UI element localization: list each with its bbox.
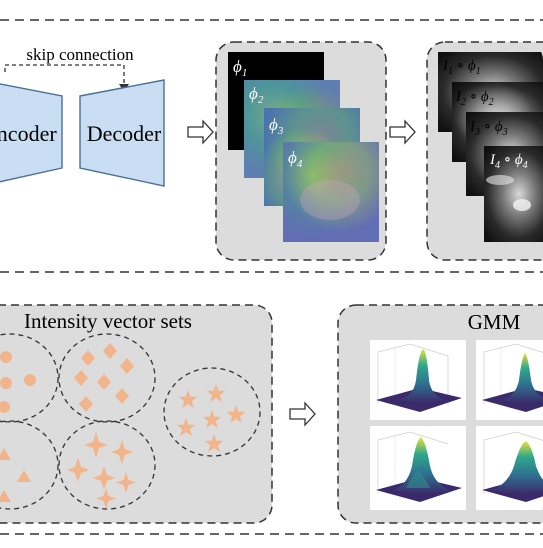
warp-label-1: I1 ∘ ϕ1 — [442, 58, 481, 77]
deformation-field-stack — [228, 52, 379, 242]
arrow-right-icon — [187, 119, 214, 145]
phi-3-label: ϕ3 — [269, 115, 284, 137]
intensity-vector-sets-title: Intensity vector sets — [24, 309, 192, 333]
encoder-block — [0, 83, 63, 183]
gmm-title: GMM — [468, 310, 521, 334]
gmm-plot-2 — [476, 340, 543, 420]
cluster-stars — [163, 367, 261, 457]
decoder-label: Decoder — [87, 121, 162, 146]
warp-label-2: I2 ∘ ϕ2 — [455, 89, 494, 108]
encoder-label: Encoder — [0, 121, 57, 146]
intensity-vector-sets-panel — [0, 304, 273, 524]
gmm-surface-plots — [370, 340, 543, 510]
cluster-diamonds — [58, 333, 156, 423]
cluster-circles — [0, 333, 59, 423]
arrow-right-icon — [389, 119, 416, 145]
skip-connection-label: skip connection — [26, 45, 134, 64]
decoder-block — [79, 79, 165, 187]
warp-label-3: I3 ∘ ϕ3 — [469, 119, 508, 138]
top-section-frame — [0, 19, 543, 273]
gmm-plot-3 — [370, 426, 466, 510]
cluster-shapes — [0, 343, 246, 509]
gmm-plot-4 — [476, 426, 543, 510]
cluster-outlines — [0, 333, 261, 510]
phi-1-label: ϕ1 — [233, 57, 247, 79]
arrow-right-icon — [289, 401, 316, 427]
cluster-triangles — [0, 420, 59, 510]
warped-image-stack — [438, 52, 543, 242]
phi-4-label: ϕ4 — [288, 148, 303, 170]
cluster-sparkles — [58, 420, 156, 510]
warped-image-4 — [484, 146, 543, 242]
skip-connection: skip connection — [4, 45, 134, 92]
phi-2-label: ϕ2 — [249, 84, 264, 106]
warp-label-4: I4 ∘ ϕ4 — [489, 152, 528, 171]
gmm-plot-1 — [370, 340, 466, 420]
